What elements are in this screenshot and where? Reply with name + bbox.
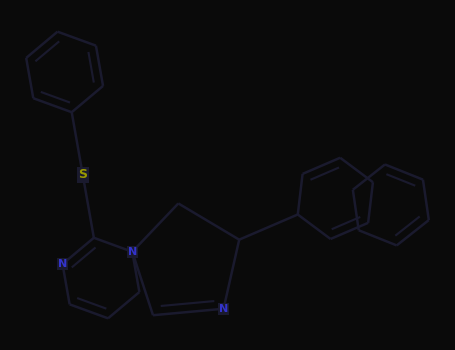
Text: N: N — [128, 247, 137, 257]
Text: S: S — [78, 168, 87, 182]
Text: N: N — [58, 259, 67, 269]
Text: N: N — [219, 304, 228, 314]
